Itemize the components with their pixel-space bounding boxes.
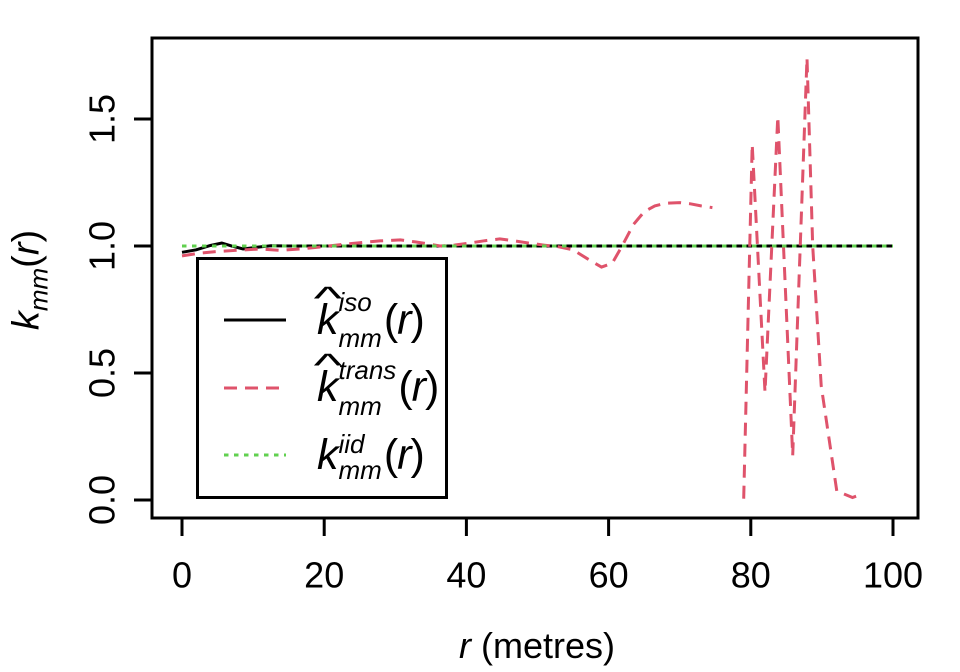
x-axis-title: r (metres) (459, 625, 615, 667)
legend-sample-dotted-line (224, 453, 286, 457)
legend-label-superscript: trans (338, 354, 397, 385)
x-axis-units: (metres) (471, 625, 615, 666)
legend-label-subscript: mm (338, 390, 382, 421)
legend-sample-solid-line (224, 318, 286, 322)
y-axis-arg: r (5, 242, 48, 256)
legend-label-arg: (r) (398, 363, 439, 411)
y-tick-label: 1.0 (82, 221, 123, 271)
legend-label-kmm-iid: k iid mm (r) (317, 429, 425, 483)
x-tick-label: 20 (304, 555, 344, 596)
legend-label-kmm-trans: ^ k trans mm (r) (314, 349, 439, 421)
x-axis-var: r (459, 625, 471, 666)
y-axis-var: k (5, 311, 48, 331)
legend-label-base: k (317, 295, 338, 344)
x-tick-label: 60 (589, 555, 629, 596)
plot-border (150, 36, 920, 520)
legend-label-subscript: mm (338, 455, 382, 485)
legend-label-superscript: iid (338, 429, 365, 459)
series-kmm-trans-line (742, 57, 861, 500)
y-axis-paren-close: ) (5, 229, 48, 243)
legend-item-kmm-iso: ^ k iso mm (r) (199, 282, 445, 355)
hat-accent: ^ (313, 279, 343, 316)
series-kmm-trans-line (181, 201, 713, 269)
legend-label-arg: (r) (383, 430, 425, 479)
legend-sample-dashed-line (224, 386, 286, 389)
y-tick-label: 1.5 (82, 94, 123, 144)
legend-item-kmm-iid: k iid mm (r) (199, 420, 445, 490)
y-axis-title: kmm(r) (6, 230, 55, 330)
legend-label-arg: (r) (383, 295, 425, 344)
legend-label-base: k (317, 363, 338, 411)
y-tick-label: 0.0 (82, 475, 123, 525)
legend-label-base: k (317, 430, 338, 479)
hat-accent: ^ (313, 347, 343, 383)
legend-label-kmm-iso: ^ k iso mm (r) (314, 282, 425, 353)
series-kmm-iso-line (181, 241, 893, 254)
legend-item-kmm-trans: ^ k trans mm (r) (199, 349, 445, 423)
x-tick-label: 0 (172, 555, 192, 596)
y-axis-paren-open: ( (5, 255, 48, 268)
legend-label-superscript: iso (338, 287, 372, 317)
y-axis-subscript: mm (23, 267, 54, 312)
y-tick-label: 0.5 (82, 348, 123, 398)
legend-label-subscript: mm (338, 323, 382, 353)
legend-box: ^ k iso mm (r) ^ k trans mm (r) k iid mm (r) (196, 257, 448, 499)
x-tick-label: 80 (731, 555, 771, 596)
x-tick-label: 100 (863, 555, 923, 596)
x-tick-label: 40 (446, 555, 486, 596)
